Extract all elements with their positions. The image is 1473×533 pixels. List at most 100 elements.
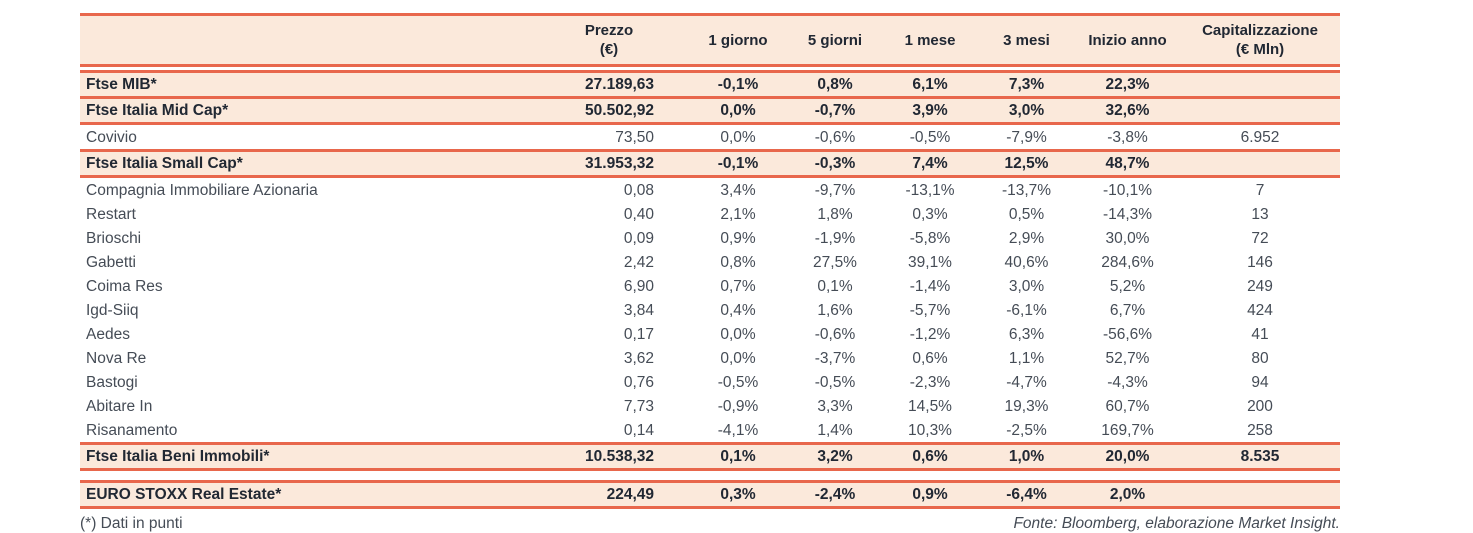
chg-1d-cell: 0,4%	[688, 298, 788, 322]
stock-row: Restart 0,40 2,1% 1,8% 0,3% 0,5% -14,3% 13	[80, 202, 1340, 226]
chg-1m-cell: 0,6%	[882, 442, 978, 471]
price-cell: 27.189,63	[530, 70, 688, 99]
chg-5d-cell: 1,6%	[788, 298, 882, 322]
market-table-container: Prezzo (€) 1 giorno 5 giorni 1 mese 3 mes…	[80, 13, 1340, 533]
chg-5d-cell: -0,5%	[788, 370, 882, 394]
header-ytd: Inizio anno	[1075, 13, 1180, 67]
price-cell: 0,09	[530, 226, 688, 250]
chg-3m-cell: -2,5%	[978, 418, 1075, 442]
price-cell: 3,62	[530, 346, 688, 370]
market-cap-cell: 146	[1180, 250, 1340, 274]
market-cap-cell: 80	[1180, 346, 1340, 370]
market-cap-cell: 8.535	[1180, 442, 1340, 471]
chg-5d-cell: -2,4%	[788, 480, 882, 509]
chg-3m-cell: 0,5%	[978, 202, 1075, 226]
stock-row: Covivio 73,50 0,0% -0,6% -0,5% -7,9% -3,8% 6.95…	[80, 125, 1340, 149]
chg-ytd-cell: -10,1%	[1075, 178, 1180, 202]
market-cap-cell: 72	[1180, 226, 1340, 250]
price-cell: 0,17	[530, 322, 688, 346]
stock-row: Nova Re 3,62 0,0% -3,7% 0,6% 1,1% 52,7% 80	[80, 346, 1340, 370]
chg-5d-cell: 27,5%	[788, 250, 882, 274]
chg-1d-cell: 0,0%	[688, 322, 788, 346]
index-row: Ftse Italia Mid Cap* 50.502,92 0,0% -0,7% 3,…	[80, 99, 1340, 125]
chg-1m-cell: 10,3%	[882, 418, 978, 442]
chg-1m-cell: -1,4%	[882, 274, 978, 298]
chg-3m-cell: 2,9%	[978, 226, 1075, 250]
instrument-name: Ftse Italia Small Cap*	[80, 149, 530, 178]
index-row: Ftse MIB* 27.189,63 -0,1% 0,8% 6,1% 7,3% 22,3%	[80, 70, 1340, 99]
chg-1d-cell: 0,3%	[688, 480, 788, 509]
chg-1m-cell: 14,5%	[882, 394, 978, 418]
header-instrument	[80, 13, 530, 67]
market-cap-cell: 258	[1180, 418, 1340, 442]
chg-1m-cell: 3,9%	[882, 99, 978, 125]
header-market-cap: Capitalizzazione (€ Mln)	[1180, 13, 1340, 67]
stock-row: Bastogi 0,76 -0,5% -0,5% -2,3% -4,7% -4,3% 94	[80, 370, 1340, 394]
price-cell: 7,73	[530, 394, 688, 418]
chg-ytd-cell: 48,7%	[1075, 149, 1180, 178]
stock-row: Aedes 0,17 0,0% -0,6% -1,2% 6,3% -56,6% 41	[80, 322, 1340, 346]
instrument-name: Restart	[80, 202, 530, 226]
stock-row: Coima Res 6,90 0,7% 0,1% -1,4% 3,0% 5,2% 249	[80, 274, 1340, 298]
market-cap-cell: 41	[1180, 322, 1340, 346]
index-row: Ftse Italia Small Cap* 31.953,32 -0,1% -0,3…	[80, 149, 1340, 178]
chg-3m-cell: 1,1%	[978, 346, 1075, 370]
chg-3m-cell: 12,5%	[978, 149, 1075, 178]
market-cap-cell	[1180, 149, 1340, 178]
header-row: Prezzo (€) 1 giorno 5 giorni 1 mese 3 mes…	[80, 13, 1340, 67]
stock-row: Brioschi 0,09 0,9% -1,9% -5,8% 2,9% 30,0% 72	[80, 226, 1340, 250]
chg-5d-cell: -0,6%	[788, 322, 882, 346]
chg-1m-cell: -5,8%	[882, 226, 978, 250]
chg-1m-cell: 6,1%	[882, 70, 978, 99]
market-cap-cell: 249	[1180, 274, 1340, 298]
chg-ytd-cell: 30,0%	[1075, 226, 1180, 250]
chg-3m-cell: 40,6%	[978, 250, 1075, 274]
price-cell: 73,50	[530, 125, 688, 149]
chg-5d-cell: -0,6%	[788, 125, 882, 149]
table-footer: (*) Dati in punti Fonte: Bloomberg, elab…	[80, 515, 1340, 533]
market-cap-cell: 7	[1180, 178, 1340, 202]
chg-3m-cell: 6,3%	[978, 322, 1075, 346]
instrument-name: Igd-Siiq	[80, 298, 530, 322]
price-cell: 6,90	[530, 274, 688, 298]
price-cell: 10.538,32	[530, 442, 688, 471]
market-cap-cell: 200	[1180, 394, 1340, 418]
stock-row: Compagnia Immobiliare Azionaria 0,08 3,4% -…	[80, 178, 1340, 202]
market-cap-cell	[1180, 480, 1340, 509]
chg-ytd-cell: 6,7%	[1075, 298, 1180, 322]
stock-row: Igd-Siiq 3,84 0,4% 1,6% -5,7% -6,1% 6,7% 424	[80, 298, 1340, 322]
chg-3m-cell: 3,0%	[978, 274, 1075, 298]
chg-5d-cell: -3,7%	[788, 346, 882, 370]
chg-5d-cell: 3,2%	[788, 442, 882, 471]
instrument-name: Brioschi	[80, 226, 530, 250]
chg-3m-cell: -6,1%	[978, 298, 1075, 322]
chg-ytd-cell: 2,0%	[1075, 480, 1180, 509]
chg-1d-cell: 3,4%	[688, 178, 788, 202]
source-note: Fonte: Bloomberg, elaborazione Market In…	[1013, 515, 1340, 532]
instrument-name: Ftse Italia Mid Cap*	[80, 99, 530, 125]
chg-1d-cell: -0,1%	[688, 149, 788, 178]
chg-1d-cell: 0,7%	[688, 274, 788, 298]
chg-ytd-cell: 169,7%	[1075, 418, 1180, 442]
header-3-months: 3 mesi	[978, 13, 1075, 67]
market-table: Prezzo (€) 1 giorno 5 giorni 1 mese 3 mes…	[80, 13, 1340, 509]
instrument-name: Nova Re	[80, 346, 530, 370]
instrument-name: Covivio	[80, 125, 530, 149]
chg-ytd-cell: 20,0%	[1075, 442, 1180, 471]
market-cap-cell: 6.952	[1180, 125, 1340, 149]
chg-3m-cell: 19,3%	[978, 394, 1075, 418]
chg-1d-cell: 2,1%	[688, 202, 788, 226]
price-cell: 0,08	[530, 178, 688, 202]
chg-1d-cell: -0,1%	[688, 70, 788, 99]
chg-1m-cell: 0,6%	[882, 346, 978, 370]
chg-1m-cell: -0,5%	[882, 125, 978, 149]
chg-5d-cell: 3,3%	[788, 394, 882, 418]
price-cell: 3,84	[530, 298, 688, 322]
instrument-name: Compagnia Immobiliare Azionaria	[80, 178, 530, 202]
instrument-name: Risanamento	[80, 418, 530, 442]
chg-1m-cell: -13,1%	[882, 178, 978, 202]
market-cap-cell	[1180, 70, 1340, 99]
chg-ytd-cell: 5,2%	[1075, 274, 1180, 298]
table-body: Ftse MIB* 27.189,63 -0,1% 0,8% 6,1% 7,3% 22,3%…	[80, 67, 1340, 509]
chg-3m-cell: -7,9%	[978, 125, 1075, 149]
